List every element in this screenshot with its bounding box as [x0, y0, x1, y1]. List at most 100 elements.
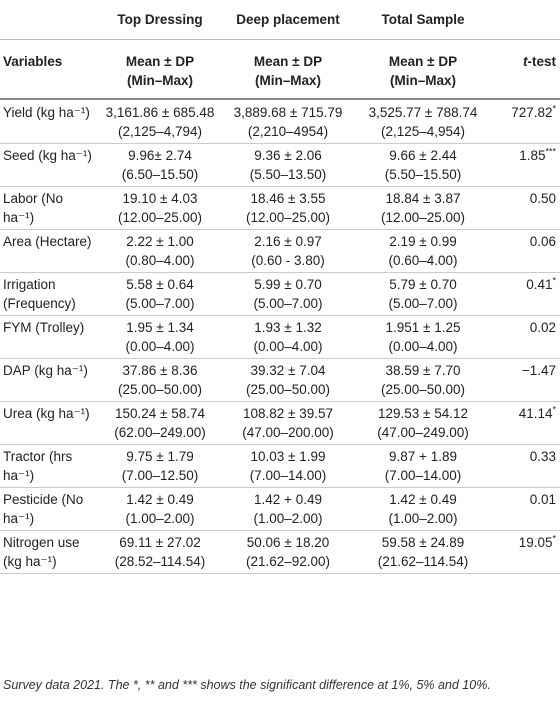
stat-header: Mean ± DP (Min–Max) — [222, 39, 354, 100]
stat-cell: 59.58 ± 24.89 (21.62–114.54) — [354, 530, 492, 574]
min-max: (2,125–4,954) — [380, 124, 466, 139]
variable-name: FYM (Trolley) — [0, 315, 98, 359]
min-max: (0.80–4.00) — [125, 253, 195, 268]
mean-sd: 129.53 ± 54.12 — [378, 406, 468, 421]
min-max: (28.52–114.54) — [114, 554, 206, 569]
stat-header-line: (Min–Max) — [126, 73, 193, 88]
data-row: Tractor (hrs ha⁻¹) 9.75 ± 1.79 (7.00–12.50… — [0, 444, 560, 488]
group-header-row: Top Dressing Deep placement Total Sample — [0, 6, 560, 40]
mean-sd: 9.87 + 1.89 — [389, 449, 457, 464]
data-row: FYM (Trolley) 1.95 ± 1.34 (0.00–4.00) 1.93 … — [0, 315, 560, 359]
mean-sd: 39.32 ± 7.04 — [250, 363, 326, 378]
mean-sd: 3,889.68 ± 715.79 — [233, 105, 343, 120]
table-body: Yield (kg ha⁻¹) 3,161.86 ± 685.48 (2,125–4… — [0, 99, 560, 574]
empty-header-cell — [492, 6, 560, 40]
mean-sd: 19.10 ± 4.03 — [122, 191, 198, 206]
min-max: (0.00–4.00) — [125, 339, 195, 354]
t-test-value: 0.02 — [492, 315, 560, 359]
stat-cell: 1.951 ± 1.25 (0.00–4.00) — [354, 315, 492, 359]
stat-header-line: (Min–Max) — [254, 73, 321, 88]
stat-cell: 37.86 ± 8.36 (25.00–50.00) — [98, 358, 222, 402]
mean-sd: 18.46 ± 3.55 — [250, 191, 326, 206]
stat-cell: 5.58 ± 0.64 (5.00–7.00) — [98, 272, 222, 316]
mean-sd: 69.11 ± 27.02 — [119, 535, 201, 550]
mean-sd: 3,161.86 ± 685.48 — [105, 105, 215, 120]
min-max: (25.00–50.00) — [245, 382, 331, 397]
t-test-value: 41.14* — [492, 401, 560, 445]
mean-sd: 1.93 ± 1.32 — [254, 320, 322, 335]
min-max: (0.60–4.00) — [388, 253, 458, 268]
stat-cell: 1.93 ± 1.32 (0.00–4.00) — [222, 315, 354, 359]
stat-header: Mean ± DP (Min–Max) — [354, 39, 492, 100]
stat-cell: 1.42 + 0.49 (1.00–2.00) — [222, 487, 354, 531]
min-max: (47.00–249.00) — [377, 425, 469, 440]
min-max: (47.00–200.00) — [242, 425, 334, 440]
min-max: (5.00–7.00) — [125, 296, 195, 311]
stat-header-line: Mean ± DP — [388, 54, 458, 69]
data-row: Yield (kg ha⁻¹) 3,161.86 ± 685.48 (2,125–4… — [0, 99, 560, 144]
stat-cell: 3,525.77 ± 788.74 (2,125–4,954) — [354, 99, 492, 144]
variables-header: Variables — [0, 39, 98, 100]
stat-cell: 50.06 ± 18.20 (21.62–92.00) — [222, 530, 354, 574]
min-max: (5.50–13.50) — [249, 167, 327, 182]
t-test-value: 0.41* — [492, 272, 560, 316]
t-test-value: 0.33 — [492, 444, 560, 488]
mean-sd: 59.58 ± 24.89 — [381, 535, 465, 550]
stat-cell: 5.79 ± 0.70 (5.00–7.00) — [354, 272, 492, 316]
empty-header-cell — [0, 6, 98, 40]
min-max: (12.00–25.00) — [245, 210, 331, 225]
data-row: Irrigation (Frequency) 5.58 ± 0.64 (5.00–7… — [0, 272, 560, 316]
data-table: Top Dressing Deep placement Total Sample V… — [0, 6, 560, 574]
mean-sd: 37.86 ± 8.36 — [122, 363, 198, 378]
mean-sd: 1.42 ± 0.49 — [389, 492, 457, 507]
variable-name: Tractor (hrs ha⁻¹) — [0, 444, 98, 488]
stat-cell: 1.42 ± 0.49 (1.00–2.00) — [354, 487, 492, 531]
variable-name: Nitrogen use (kg ha⁻¹) — [0, 530, 98, 574]
data-row: Nitrogen use (kg ha⁻¹) 69.11 ± 27.02 (28.5… — [0, 530, 560, 574]
variable-name: Area (Hectare) — [0, 229, 98, 273]
variable-name: Urea (kg ha⁻¹) — [0, 401, 98, 445]
t-test-value: 0.06 — [492, 229, 560, 273]
min-max: (21.62–92.00) — [245, 554, 331, 569]
mean-sd: 1.95 ± 1.34 — [126, 320, 194, 335]
min-max: (62.00–249.00) — [114, 425, 206, 440]
stat-cell: 19.10 ± 4.03 (12.00–25.00) — [98, 186, 222, 230]
t-test-value: 19.05* — [492, 530, 560, 574]
variable-name: Yield (kg ha⁻¹) — [0, 99, 98, 144]
mean-sd: 1.951 ± 1.25 — [385, 320, 461, 335]
t-test-value: 0.01 — [492, 487, 560, 531]
min-max: (7.00–14.00) — [249, 468, 327, 483]
stat-cell: 129.53 ± 54.12 (47.00–249.00) — [354, 401, 492, 445]
mean-sd: 2.16 ± 0.97 — [254, 234, 322, 249]
column-header-row: Variables Mean ± DP (Min–Max) Mean ± DP (Min… — [0, 39, 560, 100]
min-max: (0.60 - 3.80) — [251, 253, 325, 268]
mean-sd: 10.03 ± 1.99 — [250, 449, 326, 464]
stat-header-line: Mean ± DP — [125, 54, 195, 69]
stat-cell: 2.16 ± 0.97 (0.60 - 3.80) — [222, 229, 354, 273]
t-test-value: 1.85*** — [492, 143, 560, 187]
mean-sd: 9.36 ± 2.06 — [254, 148, 322, 163]
stat-cell: 5.99 ± 0.70 (5.00–7.00) — [222, 272, 354, 316]
min-max: (2,125–4,794) — [117, 124, 203, 139]
stat-cell: 150.24 ± 58.74 (62.00–249.00) — [98, 401, 222, 445]
variable-name: Pesticide (No ha⁻¹) — [0, 487, 98, 531]
t-test-value: 727.82* — [492, 99, 560, 144]
stat-cell: 18.46 ± 3.55 (12.00–25.00) — [222, 186, 354, 230]
min-max: (1.00–2.00) — [253, 511, 323, 526]
t-test-value: 0.50 — [492, 186, 560, 230]
stat-cell: 108.82 ± 39.57 (47.00–200.00) — [222, 401, 354, 445]
variable-name: Irrigation (Frequency) — [0, 272, 98, 316]
stat-cell: 3,889.68 ± 715.79 (2,210–4954) — [222, 99, 354, 144]
min-max: (12.00–25.00) — [117, 210, 203, 225]
stat-header: Mean ± DP (Min–Max) — [98, 39, 222, 100]
stat-cell: 39.32 ± 7.04 (25.00–50.00) — [222, 358, 354, 402]
stat-header-line: (Min–Max) — [389, 73, 456, 88]
min-max: (0.00–4.00) — [388, 339, 458, 354]
mean-sd: 9.96± 2.74 — [128, 148, 192, 163]
min-max: (0.00–4.00) — [253, 339, 323, 354]
min-max: (1.00–2.00) — [388, 511, 458, 526]
mean-sd: 150.24 ± 58.74 — [115, 406, 205, 421]
data-row: Seed (kg ha⁻¹) 9.96± 2.74 (6.50–15.50) 9.36… — [0, 143, 560, 187]
mean-sd: 38.59 ± 7.70 — [385, 363, 461, 378]
